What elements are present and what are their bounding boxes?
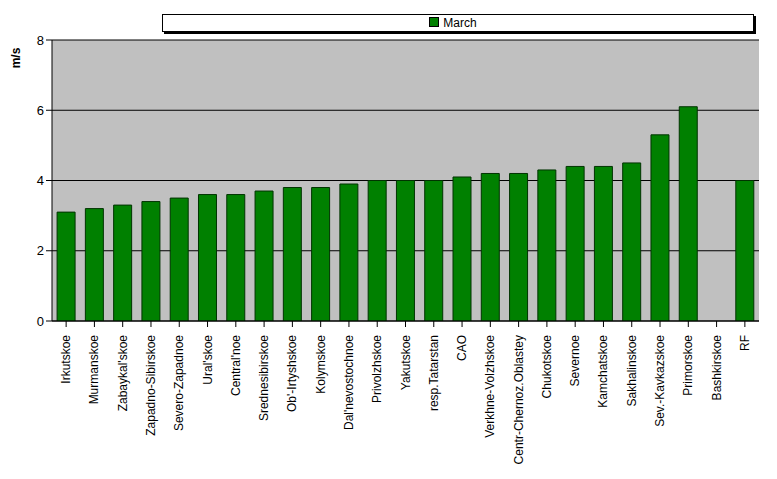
svg-text:Yakutskoe: Yakutskoe (399, 335, 413, 390)
svg-text:8: 8 (37, 33, 44, 48)
svg-text:RF: RF (738, 335, 752, 351)
svg-text:Ob'-Irtyshskoe: Ob'-Irtyshskoe (285, 335, 299, 412)
svg-text:Chukotskoe: Chukotskoe (540, 335, 554, 399)
svg-text:2: 2 (37, 243, 44, 258)
svg-text:6: 6 (37, 103, 44, 118)
svg-text:Dal'nevostochnoe: Dal'nevostochnoe (342, 335, 356, 430)
svg-text:Centr-Chernoz.Oblastey: Centr-Chernoz.Oblastey (512, 335, 526, 464)
svg-text:Kolymskoe: Kolymskoe (314, 335, 328, 394)
svg-text:Severo-Zapadnoe: Severo-Zapadnoe (172, 335, 186, 431)
svg-text:Zapadno-Sibirskoe: Zapadno-Sibirskoe (144, 335, 158, 436)
svg-text:Irkutskoe: Irkutskoe (59, 335, 73, 384)
svg-text:Central'noe: Central'noe (229, 335, 243, 396)
svg-text:CAO: CAO (455, 335, 469, 361)
svg-text:Zabaykal'skoe: Zabaykal'skoe (116, 335, 130, 412)
svg-text:Murmanskoe: Murmanskoe (87, 335, 101, 405)
svg-text:m/s: m/s (9, 47, 23, 68)
svg-text:Bashkirskoe: Bashkirskoe (710, 335, 724, 401)
svg-text:0: 0 (37, 314, 44, 329)
svg-text:Verkhne-Volzhskoe: Verkhne-Volzhskoe (483, 335, 497, 438)
svg-text:Kamchatskoe: Kamchatskoe (596, 335, 610, 408)
svg-text:Ural'skoe: Ural'skoe (201, 335, 215, 385)
svg-text:Primorskoe: Primorskoe (681, 335, 695, 396)
svg-text:Sev.-Kavkazskoe: Sev.-Kavkazskoe (653, 335, 667, 427)
svg-text:4: 4 (37, 173, 44, 188)
html-text:March: March (443, 16, 477, 30)
svg-text:Severnoe: Severnoe (568, 335, 582, 387)
svg-text:Privolzhskoe: Privolzhskoe (370, 335, 384, 403)
svg-text:resp.Tatarstan: resp.Tatarstan (427, 335, 441, 411)
svg-text:Sakhalinskoe: Sakhalinskoe (625, 335, 639, 407)
svg-text:Srednesibirskoe: Srednesibirskoe (257, 335, 271, 421)
